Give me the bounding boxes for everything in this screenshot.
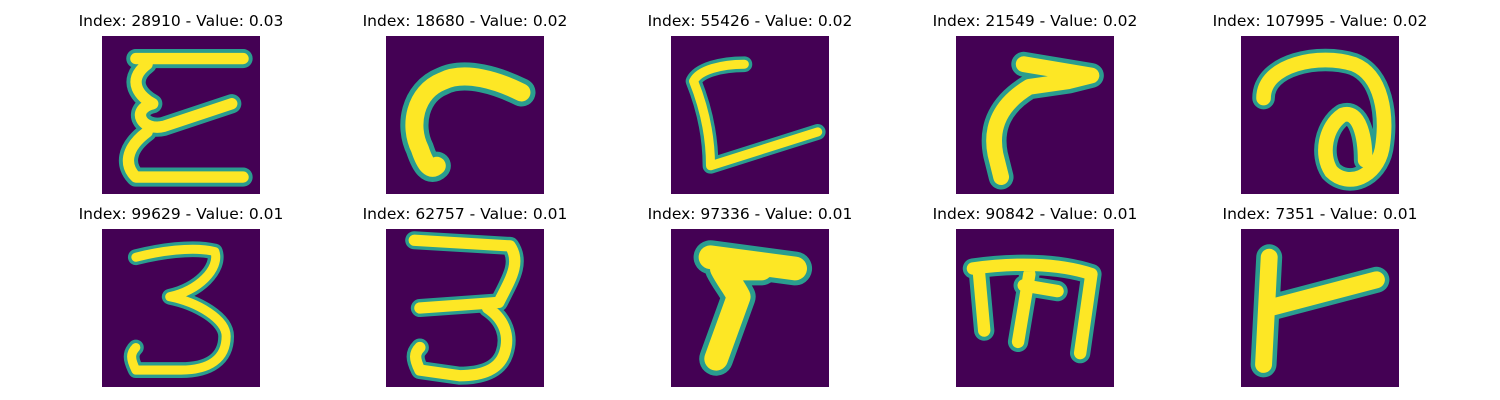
digit-image-l [671,36,829,194]
digit-image-a [1241,36,1399,194]
panel-1: Index: 28910 - Value: 0.03 [61,12,301,194]
panel-3: Index: 55426 - Value: 0.02 [630,12,870,194]
panel-title: Index: 28910 - Value: 0.03 [78,12,284,30]
panel-10: Index: 7351 - Value: 0.01 [1200,205,1440,387]
panel-7: Index: 62757 - Value: 0.01 [345,205,585,387]
digit-image-m [956,229,1114,387]
panel-title: Index: 21549 - Value: 0.02 [932,12,1138,30]
panel-6: Index: 99629 - Value: 0.01 [61,205,301,387]
panel-title: Index: 97336 - Value: 0.01 [647,205,853,223]
panel-title: Index: 55426 - Value: 0.02 [647,12,853,30]
panel-title: Index: 18680 - Value: 0.02 [362,12,568,30]
panel-title: Index: 7351 - Value: 0.01 [1222,205,1418,223]
panel-title: Index: 107995 - Value: 0.02 [1212,12,1428,30]
digit-image-3 [102,229,260,387]
digit-image-e [102,36,260,194]
panel-9: Index: 90842 - Value: 0.01 [915,205,1155,387]
digit-image-c [386,36,544,194]
panel-title: Index: 62757 - Value: 0.01 [362,205,568,223]
digit-image-3-variant [386,229,544,387]
digit-image-f [671,229,829,387]
panel-title: Index: 99629 - Value: 0.01 [78,205,284,223]
digit-image-t [1241,229,1399,387]
panel-title: Index: 90842 - Value: 0.01 [932,205,1138,223]
panel-8: Index: 97336 - Value: 0.01 [630,205,870,387]
panel-4: Index: 21549 - Value: 0.02 [915,12,1155,194]
panel-2: Index: 18680 - Value: 0.02 [345,12,585,194]
panel-5: Index: 107995 - Value: 0.02 [1200,12,1440,194]
digit-image-r [956,36,1114,194]
